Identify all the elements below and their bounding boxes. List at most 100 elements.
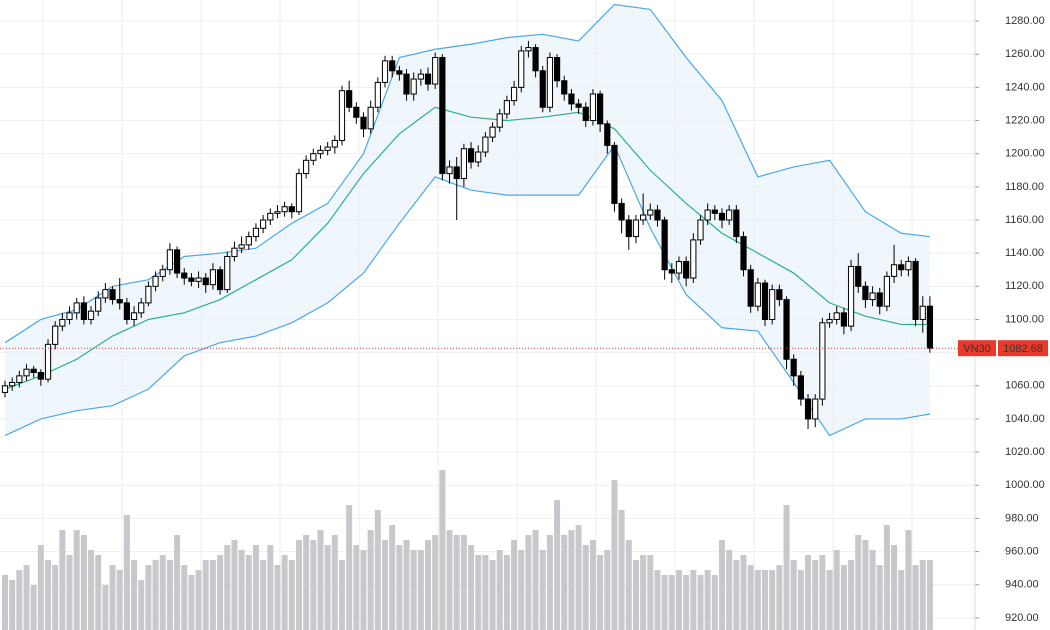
volume-bar (783, 505, 790, 630)
volume-bar (482, 555, 489, 630)
volume-bar (840, 565, 847, 630)
candle-body (510, 86, 518, 102)
candle-body (374, 81, 381, 108)
volume-bar (37, 545, 44, 630)
candle-body (396, 70, 403, 75)
y-tick-label: 1140.00 (1005, 247, 1044, 259)
candle-body (611, 144, 618, 204)
volume-bar (518, 550, 525, 630)
candle-body (847, 265, 855, 327)
band-lower (4, 144, 931, 437)
volume-bar (238, 550, 245, 630)
candle-body (173, 249, 181, 274)
candle-body (553, 57, 561, 82)
candle-body (926, 305, 934, 349)
volume-bar (224, 545, 231, 630)
volume-bar (719, 540, 725, 630)
volume-bar (733, 560, 740, 630)
volume-bar (295, 540, 302, 630)
candle-body (797, 375, 804, 400)
candle-body (883, 275, 891, 307)
candle-body (310, 153, 317, 161)
volume-bar (496, 550, 503, 630)
volume-bar (274, 565, 281, 630)
y-tick-label: 1160.00 (1005, 214, 1044, 226)
y-tick-label: 980.00 (1005, 512, 1039, 524)
volume-bar (9, 580, 16, 630)
volume-bar (188, 575, 195, 630)
candle-body (683, 260, 690, 279)
candle-body (597, 93, 604, 125)
y-tick-label: 1180.00 (1005, 181, 1044, 193)
volume-bar (425, 540, 432, 630)
volume-bar (776, 565, 783, 630)
y-tick-label: 1260.00 (1005, 48, 1045, 60)
candle-body (410, 78, 417, 95)
volume-bar (16, 570, 23, 630)
volume-bar (855, 535, 862, 630)
volume-bar (45, 560, 52, 630)
candle-body (417, 73, 424, 80)
volume-bar (181, 565, 188, 630)
volume-bar (848, 560, 855, 630)
volume-bar (338, 560, 345, 630)
candle-body (546, 57, 554, 108)
volume-bar (109, 565, 116, 630)
volume-bar (891, 545, 898, 630)
volume-bar (740, 555, 747, 630)
y-tick-label: 940.00 (1005, 579, 1039, 591)
y-tick-label: 1200.00 (1005, 148, 1045, 160)
candle-body (288, 206, 295, 213)
volume-bar (812, 560, 819, 630)
volume-bar (711, 575, 718, 630)
candle-body (496, 113, 503, 128)
volume-bar (640, 555, 647, 630)
candle-body (568, 93, 575, 105)
volume-bar (582, 545, 589, 630)
volume-bar (446, 530, 453, 630)
candle-body (618, 202, 625, 221)
volume-bar (260, 560, 267, 630)
volume-bar (747, 565, 754, 630)
volume-bar (159, 555, 166, 630)
candle-body (66, 312, 73, 320)
volume-bar (382, 540, 389, 630)
volume-bar (23, 565, 30, 630)
price-label: 1082.68 (1003, 343, 1043, 355)
volume-bar (59, 530, 66, 630)
candle-body (668, 269, 675, 274)
candle-body (87, 310, 95, 320)
volume-bar (898, 570, 905, 630)
candle-body (819, 322, 826, 400)
candle-body (532, 47, 539, 72)
candle-body (130, 312, 138, 320)
volume-bar (367, 530, 374, 630)
volume-bar (95, 555, 102, 630)
volume-bar (102, 585, 109, 630)
volume-bar (396, 545, 403, 630)
volume-bar (468, 545, 475, 630)
y-tick-label: 1100.00 (1005, 313, 1044, 325)
volume-bar (647, 555, 654, 630)
candle-body (876, 292, 883, 307)
volume-bar (174, 535, 181, 630)
volume-bar (331, 535, 338, 630)
candle-body (424, 73, 432, 85)
candle-body (582, 106, 589, 122)
candle-body (690, 239, 697, 279)
candle-body (231, 247, 238, 257)
candle-body (604, 123, 611, 146)
candle-body (525, 47, 532, 52)
volume-bar (632, 560, 639, 630)
volume-bar (919, 560, 926, 630)
candle-body (102, 289, 109, 299)
candle-body (432, 57, 439, 85)
volume-bar (131, 560, 138, 630)
candle-body (704, 209, 711, 221)
candle-body (238, 244, 245, 249)
candle-body (675, 260, 683, 274)
candle-body (267, 212, 274, 221)
volume-bar (432, 535, 439, 630)
candle-body (30, 368, 37, 374)
volume-bar (726, 550, 733, 630)
